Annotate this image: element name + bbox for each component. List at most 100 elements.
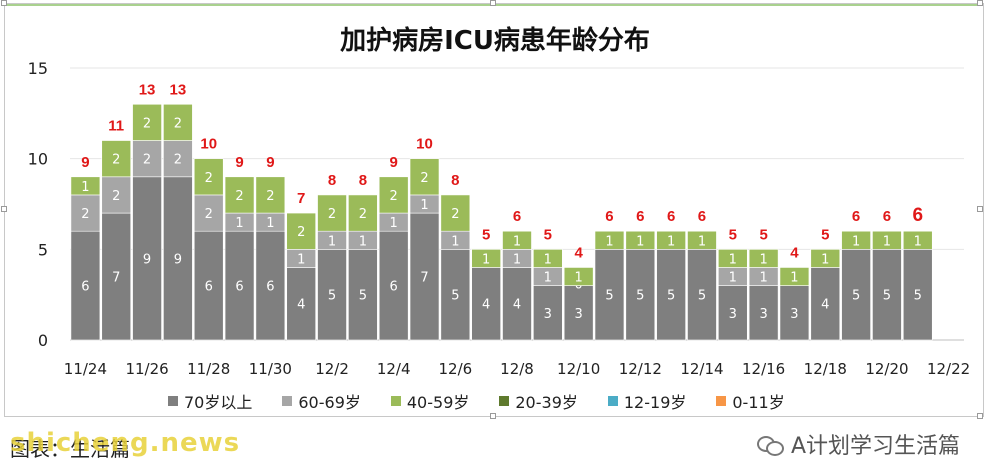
bar-value-label: 1 <box>759 271 767 286</box>
bar-segment <box>317 249 347 341</box>
legend-item: 70岁以上 <box>168 389 252 413</box>
bar-value-label: 2 <box>390 189 398 204</box>
resize-handle-mr[interactable] <box>977 206 983 212</box>
bar-total-label: 8 <box>328 172 336 189</box>
legend-label: 20-39岁 <box>515 393 578 412</box>
chart-title: 加护病房ICU病患年龄分布 <box>340 26 650 56</box>
bar-total-label: 6 <box>698 208 706 225</box>
x-tick-label: 12/10 <box>557 360 600 378</box>
bar-value-label: 2 <box>112 189 120 204</box>
bar-value-label: 1 <box>883 234 891 249</box>
bar-segment <box>224 176 255 214</box>
bar-value-label: 1 <box>729 271 737 286</box>
y-tick-label: 0 <box>38 331 48 350</box>
bar-value-label: 2 <box>328 207 336 222</box>
bar-total-label: 13 <box>139 81 156 98</box>
legend-swatch <box>716 396 727 406</box>
bar-segment <box>286 267 316 341</box>
x-tick-label: 12/2 <box>315 360 349 378</box>
legend-swatch <box>168 396 178 406</box>
resize-handle-tm[interactable] <box>490 0 496 6</box>
x-tick-label: 12/14 <box>680 360 723 378</box>
x-tick-label: 11/24 <box>64 360 107 378</box>
brand-text: A计划学习生活篇 <box>790 434 960 459</box>
bar-total-label: 5 <box>759 226 767 243</box>
x-tick-label: 12/8 <box>500 360 534 378</box>
bar-segment <box>440 194 471 232</box>
bar-segment <box>779 267 810 286</box>
bar-segment <box>70 176 101 196</box>
bar-value-label: 6 <box>205 280 213 295</box>
bar-total-label: 6 <box>667 208 675 225</box>
bar-value-label: 1 <box>790 271 798 286</box>
bar-value-label: 3 <box>544 307 552 322</box>
bar-segment <box>718 285 748 341</box>
bar-segment <box>132 103 162 141</box>
bar-value-label: 1 <box>605 234 613 249</box>
bar-segment <box>810 267 841 341</box>
bar-value-label: 1 <box>513 252 521 267</box>
chart-legend: 70岁以上 60-69岁 40-59岁 20-39岁 12-19岁 0-11岁 <box>168 389 785 413</box>
bar-value-label: 2 <box>420 171 428 186</box>
bar-value-label: 9 <box>174 252 182 267</box>
bar-segment <box>563 267 594 286</box>
legend-swatch <box>607 396 618 406</box>
bar-value-label: 3 <box>790 307 798 322</box>
bar-value-label: 2 <box>205 171 213 186</box>
legend-label: 60-69岁 <box>298 393 361 412</box>
x-tick-label: 11/30 <box>249 360 292 378</box>
resize-handle-br[interactable] <box>977 413 983 419</box>
legend-label: 0-11岁 <box>732 393 785 412</box>
bar-segment <box>594 249 625 341</box>
bar-value-label: 2 <box>205 207 213 222</box>
bar-segment <box>502 230 532 250</box>
bar-value-label: 2 <box>112 153 120 168</box>
x-tick-label: 12/12 <box>619 360 662 378</box>
y-tick-label: 5 <box>38 240 48 259</box>
bar-total-label: 6 <box>636 208 644 225</box>
resize-handle-ml[interactable] <box>1 206 7 212</box>
bar-segment <box>409 212 440 341</box>
bar-total-label: 9 <box>266 154 274 171</box>
bar-total-label: 5 <box>482 226 490 243</box>
bar-segment <box>625 230 656 250</box>
legend-label: 70岁以上 <box>184 393 253 412</box>
bar-segment <box>163 103 193 141</box>
bar-segment <box>255 176 286 214</box>
y-tick-label: 10 <box>28 150 48 169</box>
bar-value-label: 4 <box>513 298 521 313</box>
x-tick-label: 12/22 <box>927 360 970 378</box>
bar-segment <box>718 249 748 268</box>
bar-value-label: 6 <box>235 280 243 295</box>
bar-value-label: 6 <box>390 280 398 295</box>
bar-value-label: 1 <box>544 271 552 286</box>
bar-segment <box>255 230 286 341</box>
resize-handle-tl[interactable] <box>1 0 7 6</box>
bar-value-label: 4 <box>297 298 305 313</box>
bar-segment <box>471 267 501 341</box>
bar-segment <box>748 249 779 268</box>
y-tick-label: 15 <box>28 59 48 78</box>
bar-segment <box>594 230 625 250</box>
resize-handle-bm[interactable] <box>490 413 496 419</box>
bar-segment <box>841 230 871 250</box>
bar-segment <box>317 194 347 232</box>
x-tick-label: 12/6 <box>439 360 473 378</box>
bar-value-label: 1 <box>914 234 922 249</box>
resize-handle-tr[interactable] <box>977 0 983 6</box>
bar-value-label: 3 <box>575 307 583 322</box>
bar-value-label: 1 <box>235 216 243 231</box>
bar-segment <box>779 285 810 341</box>
bar-value-label: 5 <box>359 289 367 304</box>
brand-label: A计划学习生活篇 <box>756 428 960 460</box>
x-tick-label: 11/28 <box>187 360 230 378</box>
bar-segment <box>378 176 409 214</box>
bar-segment <box>656 249 686 341</box>
bar-value-label: 4 <box>482 298 490 313</box>
bar-segment <box>810 249 841 268</box>
bar-value-label: 1 <box>729 252 737 267</box>
bar-value-label: 6 <box>81 280 89 295</box>
bar-segment <box>656 230 686 250</box>
bar-total-label: 9 <box>235 154 243 171</box>
